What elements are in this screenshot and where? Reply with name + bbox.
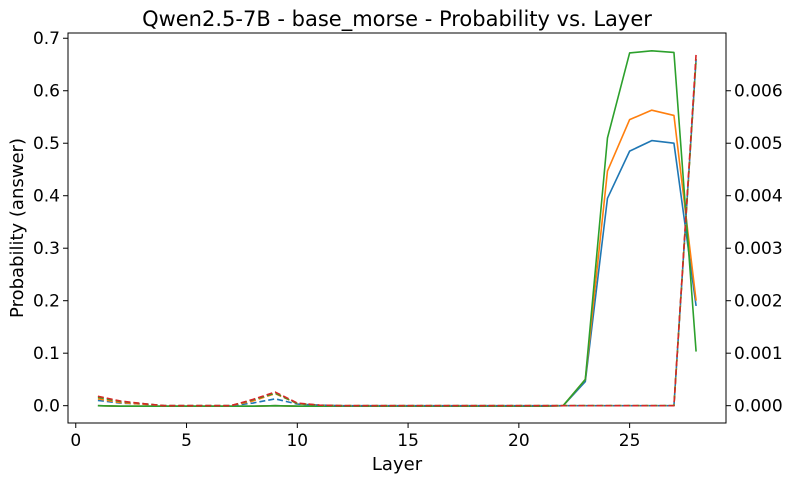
x-axis-label: Layer	[372, 454, 423, 475]
y-tick-label: 0.6	[33, 82, 60, 102]
y-tick-label: 0.4	[33, 187, 60, 207]
x-tick-label: 15	[397, 431, 419, 451]
x-tick-label: 20	[508, 431, 530, 451]
chart-title: Qwen2.5-7B - base_morse - Probability vs…	[142, 7, 652, 32]
y2-tick-label: 0.003	[734, 239, 783, 259]
axis-layer: 0 5 10 15 20 25 0.0 0.1 0.2 0.3 0.4 0.5 0.6 0.7 0.000 0…	[33, 29, 783, 451]
y-tick-label: 0.2	[33, 292, 60, 312]
y-tick-label: 0.3	[33, 239, 60, 259]
x-tick-label: 10	[286, 431, 308, 451]
x-tick-label: 0	[70, 431, 81, 451]
right-axis-series-line-7	[97, 53, 697, 407]
plot-frame	[67, 32, 727, 424]
x-tick-label: 25	[619, 431, 641, 451]
y2-tick-label: 0.000	[734, 397, 783, 417]
y2-tick-label: 0.004	[734, 187, 783, 207]
y-axis-label: Probability (answer)	[7, 138, 28, 318]
y2-tick-label: 0.002	[734, 292, 783, 312]
series-layer	[97, 50, 697, 408]
y-tick-label: 0.0	[33, 397, 60, 417]
y-tick-label: 0.7	[33, 29, 60, 49]
y2-tick-label: 0.001	[734, 344, 783, 364]
y2-tick-label: 0.005	[734, 134, 783, 154]
y-tick-label: 0.5	[33, 134, 60, 154]
x-tick-label: 5	[181, 431, 192, 451]
y-tick-label: 0.1	[33, 344, 60, 364]
y2-tick-label: 0.006	[734, 82, 783, 102]
